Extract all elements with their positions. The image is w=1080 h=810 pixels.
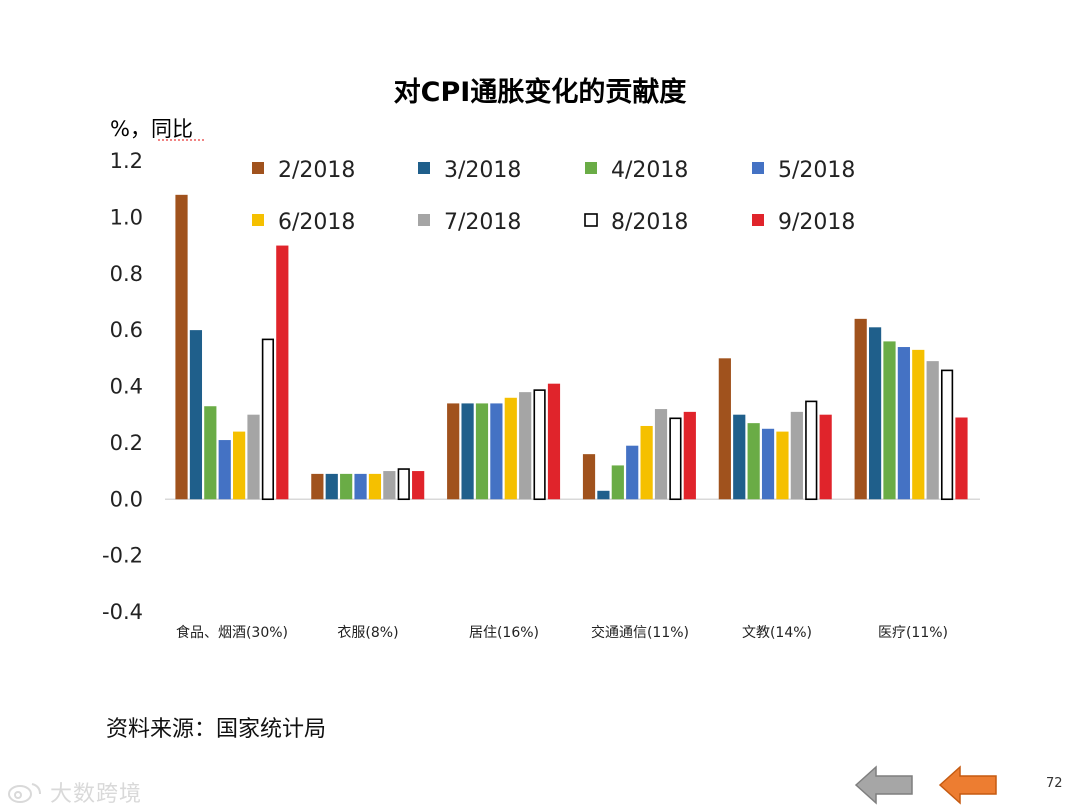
y-tick-label: 0.4 xyxy=(110,375,143,399)
bar-3-2018-cat-0 xyxy=(189,330,203,500)
x-tick-label: 衣服(8%) xyxy=(337,625,398,641)
bars xyxy=(175,194,968,501)
y-tick-label: 1.2 xyxy=(110,149,143,173)
legend-label: 2/2018 xyxy=(278,158,355,183)
bar-3-2018-cat-3 xyxy=(597,490,610,500)
x-tick-label: 医疗(11%) xyxy=(878,625,948,641)
legend-swatch xyxy=(585,162,597,174)
left-arrow-icon xyxy=(938,765,997,805)
bar-5-2018-cat-3 xyxy=(626,445,639,500)
legend-label: 6/2018 xyxy=(278,210,355,235)
x-tick-label: 文教(14%) xyxy=(742,625,812,641)
bar-8-2018-cat-5 xyxy=(940,369,954,501)
legend-label: 8/2018 xyxy=(611,210,688,235)
bar-2-2018-cat-3 xyxy=(582,454,596,500)
legend-swatch xyxy=(418,162,430,174)
legend-swatch xyxy=(752,162,764,174)
bar-5-2018-cat-0 xyxy=(218,440,231,500)
bar-2-2018-cat-1 xyxy=(311,473,324,500)
bar-7-2018-cat-3 xyxy=(654,409,668,500)
y-tick-label: 0.2 xyxy=(110,431,143,455)
return-arrow-button[interactable] xyxy=(936,763,1000,807)
page-number: 72 xyxy=(1046,776,1063,791)
bar-8-2018-cat-0 xyxy=(261,338,275,501)
left-arrow-icon xyxy=(854,765,913,805)
y-tick-label: 0.6 xyxy=(110,318,143,342)
bar-4-2018-cat-4 xyxy=(747,423,760,500)
bar-2-2018-cat-2 xyxy=(447,403,460,500)
watermark-text: 大数跨境 xyxy=(50,782,143,807)
x-axis-labels: 食品、烟酒(30%) 衣服(8%) 居住(16%) 交通通信(11%) 文教(14%) 医… xyxy=(176,624,948,641)
legend-swatch xyxy=(252,162,264,174)
watermark: 大数跨境 xyxy=(6,776,142,808)
legend-label: 9/2018 xyxy=(778,210,855,235)
bar-7-2018-cat-1 xyxy=(383,471,396,500)
bar-4-2018-cat-2 xyxy=(475,403,489,500)
bar-6-2018-cat-1 xyxy=(368,473,382,500)
bar-7-2018-cat-4 xyxy=(790,411,803,500)
chart: 对CPI通胀变化的贡献度 %，同比 2/2018 3/2018 4/2018 5/20… xyxy=(102,76,980,641)
y-tick-label: -0.2 xyxy=(102,544,143,568)
bar-4-2018-cat-3 xyxy=(611,465,624,500)
bar-9-2018-cat-3 xyxy=(683,411,696,500)
y-axis-ticks: 1.2 1.0 0.8 0.6 0.4 0.2 0.0 -0.2 -0.4 xyxy=(102,149,143,624)
bar-7-2018-cat-0 xyxy=(247,414,260,500)
bar-9-2018-cat-5 xyxy=(955,417,968,500)
bar-3-2018-cat-5 xyxy=(868,327,882,500)
bar-6-2018-cat-0 xyxy=(233,431,246,500)
bar-5-2018-cat-4 xyxy=(761,428,775,500)
bar-5-2018-cat-2 xyxy=(490,403,503,500)
bar-9-2018-cat-0 xyxy=(276,245,289,500)
y-tick-label: 0.0 xyxy=(110,487,143,511)
source-note: 资料来源：国家统计局 xyxy=(106,717,327,742)
legend: 2/2018 3/2018 4/2018 5/2018 6/2018 7/2018 8/20… xyxy=(252,158,855,235)
legend-label: 3/2018 xyxy=(444,158,521,183)
y-tick-label: -0.4 xyxy=(102,600,143,624)
bar-8-2018-cat-2 xyxy=(533,389,546,501)
bar-6-2018-cat-5 xyxy=(912,349,925,500)
bar-4-2018-cat-5 xyxy=(883,341,896,500)
bar-2-2018-cat-5 xyxy=(854,318,867,500)
legend-label: 7/2018 xyxy=(444,210,521,235)
x-tick-label: 食品、烟酒(30%) xyxy=(176,624,288,641)
back-arrow-button[interactable] xyxy=(852,763,916,807)
legend-label: 4/2018 xyxy=(611,158,688,183)
bar-8-2018-cat-3 xyxy=(669,417,682,501)
bar-6-2018-cat-2 xyxy=(504,397,517,500)
legend-swatch xyxy=(752,214,764,226)
bar-4-2018-cat-0 xyxy=(204,406,217,500)
bar-8-2018-cat-1 xyxy=(397,468,410,501)
y-axis-label: %，同比 xyxy=(110,117,193,141)
bar-9-2018-cat-1 xyxy=(412,471,425,500)
bar-5-2018-cat-1 xyxy=(354,473,367,500)
chart-title: 对CPI通胀变化的贡献度 xyxy=(394,76,687,108)
bar-5-2018-cat-5 xyxy=(897,347,910,500)
bar-7-2018-cat-5 xyxy=(926,361,939,500)
bar-3-2018-cat-2 xyxy=(461,403,474,500)
bar-6-2018-cat-4 xyxy=(776,431,789,500)
bar-8-2018-cat-4 xyxy=(805,400,818,501)
bar-3-2018-cat-4 xyxy=(733,414,746,500)
legend-swatch xyxy=(418,214,430,226)
bar-6-2018-cat-3 xyxy=(640,425,653,500)
bar-2-2018-cat-0 xyxy=(175,194,188,500)
bar-2-2018-cat-4 xyxy=(718,358,731,500)
x-tick-label: 交通通信(11%) xyxy=(591,624,689,641)
bar-7-2018-cat-2 xyxy=(519,392,532,500)
y-tick-label: 1.0 xyxy=(110,205,143,229)
legend-swatch xyxy=(252,214,264,226)
y-tick-label: 0.8 xyxy=(110,262,143,286)
bar-3-2018-cat-1 xyxy=(325,473,338,500)
legend-label: 5/2018 xyxy=(778,158,855,183)
weibo-logo-icon xyxy=(8,783,41,803)
x-tick-label: 居住(16%) xyxy=(469,625,539,641)
bar-9-2018-cat-4 xyxy=(819,414,832,500)
bar-9-2018-cat-2 xyxy=(547,383,561,500)
bar-4-2018-cat-1 xyxy=(340,473,353,500)
legend-swatch xyxy=(584,213,598,227)
